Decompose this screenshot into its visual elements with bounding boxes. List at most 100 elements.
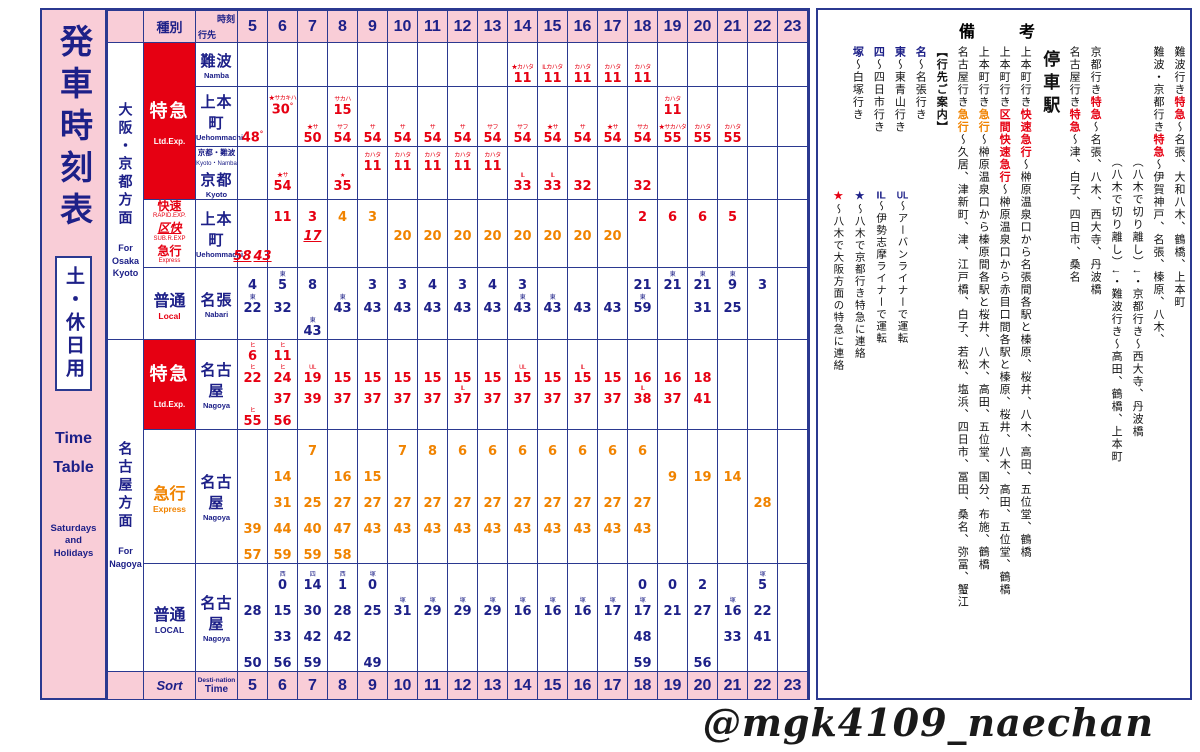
time-entry: 33 xyxy=(273,631,291,644)
time-entry: 37 xyxy=(273,393,291,406)
sidebar-en-title: Time Table xyxy=(53,425,94,483)
hour-cell: IL 33 xyxy=(507,146,538,200)
time-value: 41 xyxy=(753,629,772,645)
time-value: 54 xyxy=(363,130,382,146)
time-entry: サ 54 xyxy=(573,125,591,145)
hour-cell xyxy=(777,146,808,200)
time-value: 58 xyxy=(233,248,252,264)
timetable-board: 発車時刻表 土・休日用 Time Table Saturdays and Holida… xyxy=(40,8,810,701)
hour-cell: 11 xyxy=(267,198,298,269)
time-entry: 31 xyxy=(693,302,711,315)
hour-cell: 15 37 xyxy=(597,339,628,431)
time-value: 11 xyxy=(453,159,472,174)
time-entry: 25 xyxy=(363,605,381,618)
hour-cell: 3 43 xyxy=(387,267,418,341)
dest-ja: 難波 xyxy=(200,52,233,70)
time-entry: カハタ 11 xyxy=(453,153,471,173)
hour-cell: 16 37 xyxy=(657,339,688,431)
time-entry: 32 xyxy=(573,180,591,193)
time-value: 27 xyxy=(333,495,352,511)
hour-cell xyxy=(657,146,688,200)
time-value: 37 xyxy=(513,392,532,408)
time-value: 6 xyxy=(607,443,618,459)
time-annotation: ヒ xyxy=(249,343,256,350)
hour-cell: 塚 0 25 49 xyxy=(357,563,388,673)
time-value: 11 xyxy=(513,70,532,86)
time-value: 19 xyxy=(303,370,322,386)
hour-cell: 塚 16 xyxy=(507,563,538,673)
hour-cell: 2 27 56 xyxy=(687,563,718,673)
remarks-title: 備 考 xyxy=(958,24,1049,41)
time-value: 50 xyxy=(243,655,262,671)
time-value: 42 xyxy=(333,629,352,645)
time-entry: 9 xyxy=(668,471,677,484)
hour-cell xyxy=(777,429,808,565)
time-entry: 19 xyxy=(693,471,711,484)
timetable-row: 快速 RAPID.EXP. 区快 SUB.R.EXP 急行 Express 上本町 Uehom… xyxy=(108,198,808,269)
time-annotation: ★サ xyxy=(546,124,559,131)
time-value: 11 xyxy=(393,159,412,174)
time-annotation: 塚 xyxy=(489,597,496,604)
time-annotation: 東 xyxy=(639,294,646,301)
hour-header: 12 xyxy=(447,10,478,43)
guide-header: 【行先ご案内】 xyxy=(935,46,948,134)
time-annotation: サ xyxy=(399,124,406,131)
time-value: 25 xyxy=(303,495,322,511)
time-value: 0 xyxy=(637,577,648,593)
time-value: 43 xyxy=(393,521,412,537)
time-value: 11 xyxy=(663,102,682,118)
hour-cell xyxy=(777,267,808,341)
time-value: 43 xyxy=(483,300,502,316)
time-entry: 27 xyxy=(573,497,591,510)
time-value: 48 xyxy=(633,629,652,645)
time-entry: 20 xyxy=(453,230,471,243)
time-entry: 0 xyxy=(638,579,647,592)
time-entry: 15 xyxy=(273,605,291,618)
time-value: 0 xyxy=(277,577,288,593)
dest-en: Nagoya xyxy=(202,634,231,644)
time-value: 43 xyxy=(453,300,472,316)
hour-header: 6 xyxy=(267,10,298,43)
hour-footer: 19 xyxy=(657,671,688,701)
time-value: 15 xyxy=(393,370,412,386)
timetable-row: 上本町 Uehommachi 48° ★サカキハ 30° ★サ 50 サカハ 15 サフ 54 サ 54… xyxy=(108,86,808,147)
type-en: Ltd.Exp. xyxy=(153,400,186,410)
hour-cell xyxy=(777,198,808,269)
hour-cell: 15 37 xyxy=(357,339,388,431)
hour-cell: カハタ 11 xyxy=(357,146,388,200)
sort-label: Sort xyxy=(143,671,196,701)
hour-cell: UL 19 39 xyxy=(297,339,328,431)
time-value: 27 xyxy=(423,495,442,511)
hour-footer: 11 xyxy=(417,671,448,701)
time-entry: 6 xyxy=(578,445,587,458)
superscript: ° xyxy=(289,102,294,111)
time-value: 21 xyxy=(633,278,652,294)
time-value: 27 xyxy=(483,495,502,511)
timetable-row: 京都・難波 Kyoto・Namba 京都 Kyoto ★サ 54 ★ 35 カハタ 11 カハタ 11… xyxy=(108,146,808,200)
time-annotation: カハタ xyxy=(574,64,591,71)
time-entry: 20 xyxy=(393,230,411,243)
time-annotation: 塚 xyxy=(549,597,556,604)
time-annotation: UL xyxy=(309,364,316,371)
type-en: SUB.R.EXP xyxy=(153,235,186,242)
hour-cell: 6 27 43 xyxy=(507,429,538,565)
time-entry: 43 xyxy=(453,302,471,315)
hour-cell: サ 54 xyxy=(357,86,388,147)
time-value: 6 xyxy=(637,443,648,459)
time-value: 20 xyxy=(513,229,532,245)
time-entry: 43 xyxy=(573,523,591,536)
time-value: 32 xyxy=(273,300,292,316)
hour-cell xyxy=(417,42,448,87)
hour-cell xyxy=(717,146,748,200)
time-value: 28 xyxy=(753,495,772,511)
time-value: 21 xyxy=(663,603,682,619)
hour-cell: 16 IL 38 xyxy=(627,339,658,431)
remark-text: 塚 xyxy=(851,46,864,59)
dest-cell: 名古屋 Nagoya xyxy=(195,339,238,431)
hour-cell: 20 xyxy=(567,198,598,269)
hour-footer: 6 xyxy=(267,671,298,701)
direction-footer xyxy=(107,671,144,701)
hour-cell: ★ 35 xyxy=(327,146,358,200)
time-entry: 50 xyxy=(243,657,261,670)
